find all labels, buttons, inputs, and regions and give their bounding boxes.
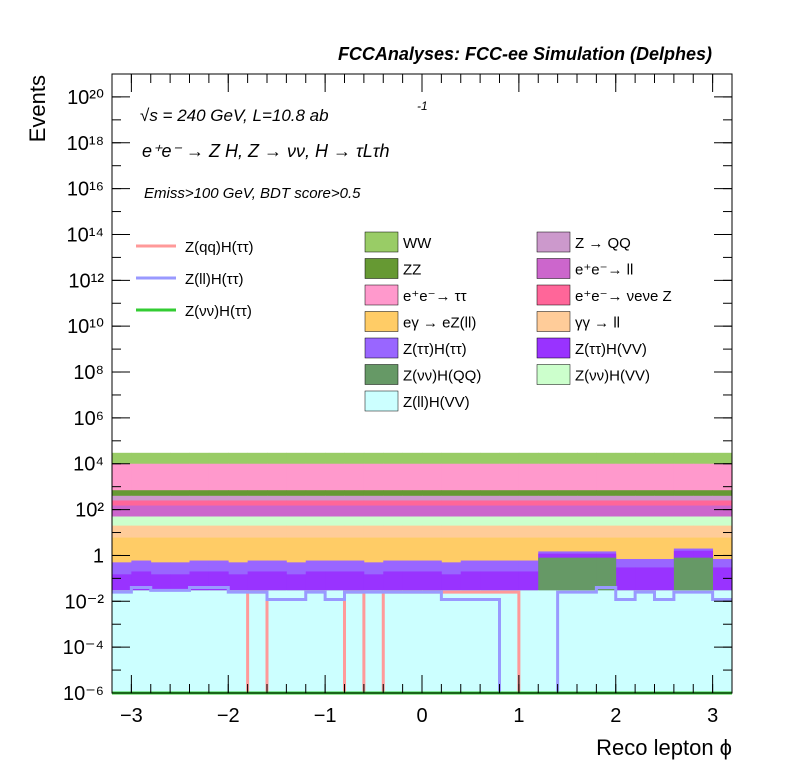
y-tick-label: 10⁸ [73, 362, 104, 384]
legend-swatch [536, 258, 571, 279]
legend-entry-label: Z(νν)H(VV) [575, 368, 650, 385]
y-tick-label: 10¹⁰ [67, 316, 104, 338]
stack-bar [112, 590, 132, 693]
stack-bar [189, 590, 210, 693]
legend-entry-label: ZZ [403, 262, 421, 279]
legend-entry-label: Z(ττ)H(VV) [575, 341, 647, 358]
stack-bar [693, 590, 714, 693]
stack-bar [325, 590, 345, 693]
legend-entry-label: Z(ll)H(ττ) [185, 271, 244, 288]
stack-bar [538, 590, 559, 693]
y-tick-label: 10⁻² [65, 591, 105, 613]
legend-entry-label: Z(νν)H(QQ) [403, 368, 481, 385]
signal-line [112, 585, 732, 695]
stack-bar [247, 590, 268, 693]
stack-bar [654, 590, 675, 693]
process-annotation: e⁺e⁻ → Z H, Z → νν, H → τLτh [142, 141, 390, 161]
stack-bar [131, 590, 152, 693]
stack-bar [499, 590, 520, 693]
x-tick-label: −2 [217, 705, 240, 727]
x-tick-label: 1 [513, 705, 524, 727]
stack-bar [460, 590, 481, 693]
stack-bar [596, 590, 617, 693]
stack-bar [402, 590, 423, 693]
y-tick-label: 10⁶ [74, 408, 104, 430]
stack-bar [577, 590, 597, 693]
stack-bar [305, 590, 326, 693]
x-tick-label: −1 [314, 705, 337, 727]
legend-entry-label: eγ → eZ(ll) [403, 315, 476, 332]
stack-bar [518, 590, 539, 693]
legend-swatch [364, 258, 399, 279]
y-tick-label: 10⁻⁴ [63, 637, 104, 659]
legend-entry-label: Z(νν)H(ττ) [185, 303, 252, 320]
legend-entry-label: Z(ll)H(VV) [403, 394, 470, 411]
stack-bar [673, 590, 694, 693]
legend-entry-label: Z → QQ [575, 235, 631, 252]
x-tick-label: 2 [610, 705, 621, 727]
stack-bar [228, 590, 249, 693]
axis-ticks: −3 −2 −1 0 1 2 3 10⁻⁶ 10⁻⁴ 10⁻² 1 10² 10⁴ 10⁶ 10⁸ 10¹⁰ 1… [63, 74, 733, 727]
legend-entry-label: e⁺e⁻→ ll [575, 262, 633, 279]
stack-bar [441, 590, 462, 693]
legend-entry-label: WW [403, 235, 432, 252]
stacked-histogram-bars [112, 452, 733, 693]
stack-bar [480, 590, 500, 693]
cuts-annotation: Emiss>100 GeV, BDT score>0.5 [144, 185, 361, 202]
legend-swatch [364, 284, 399, 306]
stack-bar [286, 590, 307, 693]
chart-title: FCCAnalyses: FCC-ee Simulation (Delphes) [338, 44, 712, 64]
stack-bar [557, 590, 578, 693]
legend-entry-label: Z(ττ)H(ττ) [403, 341, 467, 358]
stack-bar [383, 590, 404, 693]
y-tick-label: 10² [75, 500, 104, 522]
stack-bar [363, 590, 384, 693]
y-tick-label: 10¹⁴ [67, 224, 105, 246]
y-tick-label: 10²⁰ [67, 87, 104, 109]
x-tick-label: 3 [707, 705, 718, 727]
legend-swatch [536, 337, 571, 359]
y-tick-label: 10⁴ [73, 454, 104, 476]
stack-bar [267, 590, 287, 693]
legend-swatch [536, 364, 571, 385]
stack-bar [615, 590, 636, 693]
x-tick-label: −3 [120, 705, 143, 727]
stack-layer [112, 590, 733, 693]
x-axis-label: Reco lepton ϕ [596, 735, 732, 760]
stack-bar [635, 590, 655, 693]
legend-entry-label: γγ → ll [575, 315, 620, 332]
legend-swatch [536, 311, 571, 332]
legend-swatch [364, 231, 399, 253]
energy-annotation: √s = 240 GeV, L=10.8 ab [140, 106, 329, 125]
legend-swatch [364, 390, 399, 412]
legend-swatch [536, 284, 571, 306]
stack-bar [150, 590, 171, 693]
legend-entry-label: e⁺e⁻→ ττ [403, 288, 467, 305]
stack-bar [422, 590, 442, 693]
stack-bar [712, 590, 733, 693]
y-axis-label: Events [25, 75, 50, 142]
stack-bar [344, 590, 365, 693]
y-tick-label: 10⁻⁶ [63, 683, 104, 705]
legend-swatch [364, 311, 399, 332]
legend-swatch [364, 364, 399, 385]
legend-entry-label: Z(qq)H(ττ) [185, 239, 254, 256]
stack-bar [208, 590, 229, 693]
y-tick-label: 10¹⁶ [67, 179, 104, 201]
energy-superscript: -1 [417, 99, 428, 113]
x-tick-label: 0 [416, 705, 427, 727]
legend: Z(qq)H(ττ) Z(ll)H(ττ) Z(νν)H(ττ) WW ZZ e⁺e⁻→ … [136, 231, 672, 412]
y-tick-label: 10¹² [68, 270, 104, 292]
legend-entry-label: e⁺e⁻→ νeνe Z [575, 288, 672, 305]
y-tick-label: 10¹⁸ [67, 133, 104, 155]
legend-swatch [536, 231, 571, 253]
y-tick-label: 1 [93, 545, 104, 567]
stack-bar [170, 590, 190, 693]
legend-swatch [364, 337, 399, 359]
